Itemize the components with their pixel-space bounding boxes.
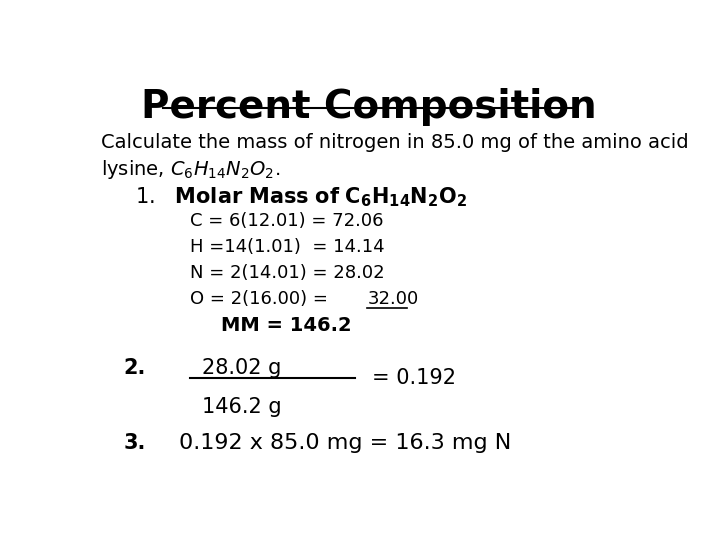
Text: 2.: 2. — [124, 358, 146, 378]
Text: 1.   $\mathbf{Molar\ Mass\ of\ C_6H_{14}N_2O_2}$: 1. $\mathbf{Molar\ Mass\ of\ C_6H_{14}N_… — [135, 185, 467, 209]
Text: = 0.192: = 0.192 — [372, 368, 456, 388]
Text: 32.00: 32.00 — [367, 290, 418, 308]
Text: 146.2 g: 146.2 g — [202, 397, 282, 417]
Text: 0.192 x 85.0 mg = 16.3 mg N: 0.192 x 85.0 mg = 16.3 mg N — [179, 433, 511, 453]
Text: lysine, $C_6H_{14}N_2O_2$.: lysine, $C_6H_{14}N_2O_2$. — [101, 158, 280, 181]
Text: MM = 146.2: MM = 146.2 — [221, 315, 352, 334]
Text: Calculate the mass of nitrogen in 85.0 mg of the amino acid: Calculate the mass of nitrogen in 85.0 m… — [101, 133, 689, 152]
Text: N = 2(14.01) = 28.02: N = 2(14.01) = 28.02 — [190, 264, 385, 282]
Text: H =14(1.01)  = 14.14: H =14(1.01) = 14.14 — [190, 238, 385, 256]
Text: O = 2(16.00) =: O = 2(16.00) = — [190, 290, 334, 308]
Text: Percent Composition: Percent Composition — [141, 87, 597, 126]
Text: 28.02 g: 28.02 g — [202, 358, 281, 378]
Text: 3.: 3. — [124, 433, 146, 453]
Text: C = 6(12.01) = 72.06: C = 6(12.01) = 72.06 — [190, 212, 384, 231]
